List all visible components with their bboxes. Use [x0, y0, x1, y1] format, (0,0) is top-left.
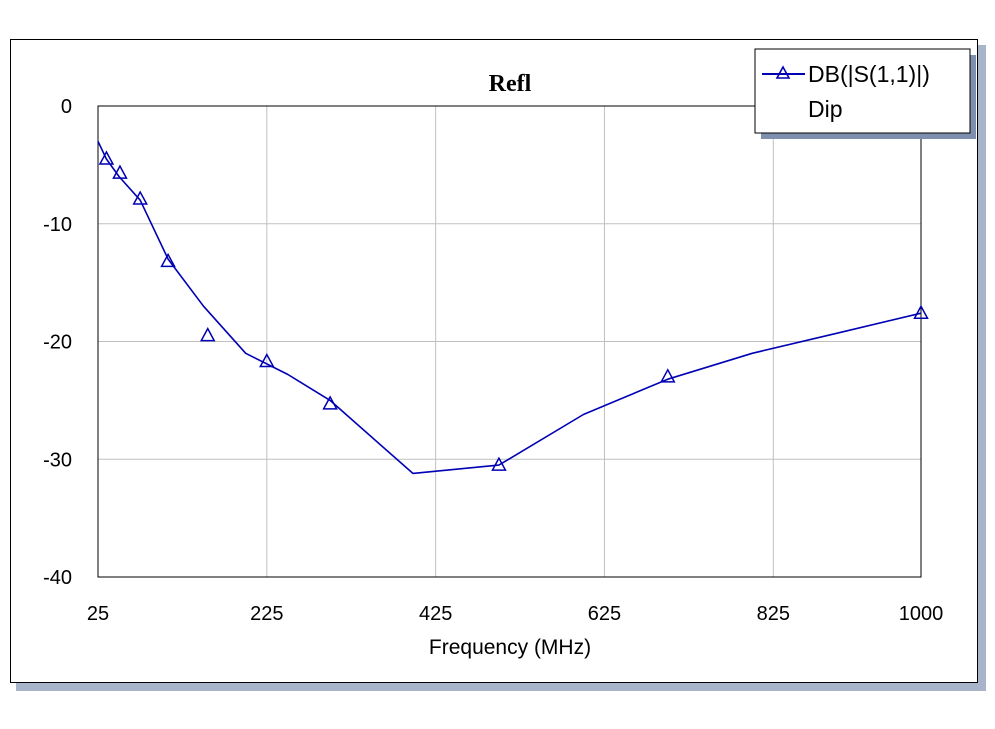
grid-lines: [98, 106, 921, 577]
x-tick-label: 1000: [899, 603, 944, 625]
legend-triangle-marker-icon: [775, 65, 791, 79]
x-tick-label: 425: [419, 603, 452, 625]
series-marker-triangle: [259, 352, 275, 368]
legend-entry-dip: Dip: [808, 96, 843, 122]
series-marker-triangle: [491, 456, 507, 471]
series-marker-triangle: [913, 304, 929, 319]
y-tick-label: -20: [43, 332, 72, 354]
y-tick-label: -40: [43, 567, 72, 589]
y-tick-label: -30: [43, 449, 72, 471]
series-marker-triangle: [199, 327, 216, 342]
chart-title: Refl: [489, 71, 532, 97]
series-marker-triangle: [160, 252, 176, 268]
series-line: [97, 140, 922, 475]
x-tick-label: 625: [588, 603, 621, 625]
series-layer: [97, 140, 929, 475]
y-tick-label: -10: [43, 214, 72, 236]
y-tick-label: 0: [61, 96, 72, 118]
chart-frame: [10, 39, 978, 683]
x-tick-label: 825: [757, 603, 790, 625]
series-marker-triangle: [660, 368, 676, 383]
series-marker-triangle: [112, 164, 128, 179]
series-marker-triangle: [98, 150, 115, 165]
legend-box: [754, 48, 971, 134]
legend: DB(|S(1,1)|) Dip: [754, 48, 976, 139]
x-axis-label: Frequency (MHz): [429, 636, 591, 659]
series-marker-triangle: [132, 190, 148, 205]
x-tick-label: 225: [250, 603, 283, 625]
series-marker-triangle: [322, 395, 338, 410]
x-tick-label: 25: [87, 603, 109, 625]
plot-area-border: [97, 105, 922, 578]
axis-ticks: 25 225 425 625 825 1000 0 -10 -20 -30 -40: [43, 96, 943, 625]
legend-entry-s11: DB(|S(1,1)|): [808, 61, 930, 87]
